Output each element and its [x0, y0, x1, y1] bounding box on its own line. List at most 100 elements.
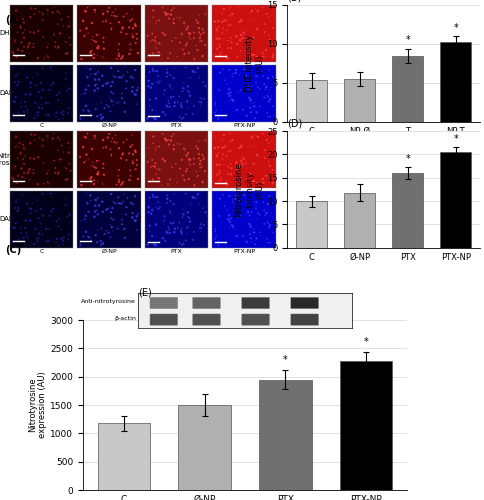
- Point: [9, 214, 16, 222]
- Point: [111, 13, 119, 21]
- Point: [95, 76, 103, 84]
- Point: [184, 158, 192, 166]
- Point: [107, 214, 115, 222]
- Point: [227, 88, 234, 96]
- Bar: [295, 201, 327, 248]
- Point: [263, 112, 271, 120]
- Point: [264, 224, 272, 232]
- Point: [87, 173, 95, 181]
- X-axis label: PTX: PTX: [170, 123, 182, 128]
- Point: [51, 38, 59, 46]
- Point: [53, 235, 60, 243]
- Point: [262, 172, 270, 180]
- Point: [55, 214, 63, 222]
- Point: [218, 144, 226, 152]
- Point: [160, 90, 167, 98]
- Point: [122, 136, 130, 143]
- Point: [118, 90, 126, 98]
- Point: [232, 32, 240, 40]
- Point: [46, 190, 54, 198]
- Point: [51, 169, 59, 177]
- Point: [144, 82, 152, 90]
- Point: [229, 98, 237, 106]
- Point: [114, 172, 122, 180]
- Point: [23, 232, 31, 240]
- Point: [84, 232, 92, 240]
- Point: [119, 52, 126, 60]
- Point: [57, 156, 65, 164]
- Point: [263, 208, 271, 216]
- Point: [115, 178, 122, 186]
- Point: [240, 65, 247, 73]
- Point: [118, 216, 126, 224]
- Point: [216, 194, 224, 202]
- Point: [32, 110, 40, 118]
- Point: [29, 199, 36, 207]
- Point: [88, 178, 95, 186]
- Point: [13, 142, 20, 150]
- Point: [39, 86, 46, 94]
- Point: [12, 132, 20, 140]
- Point: [46, 64, 54, 72]
- Point: [123, 68, 131, 76]
- Point: [246, 95, 254, 103]
- Point: [252, 198, 260, 206]
- Point: [113, 12, 121, 20]
- Point: [264, 219, 272, 227]
- Point: [115, 73, 123, 81]
- Point: [166, 206, 173, 214]
- Point: [126, 16, 134, 24]
- Point: [94, 68, 102, 76]
- Point: [86, 48, 94, 56]
- Point: [236, 86, 244, 94]
- Point: [182, 41, 190, 49]
- Point: [44, 6, 51, 14]
- Point: [252, 204, 259, 212]
- Point: [122, 156, 130, 164]
- Point: [130, 216, 138, 224]
- Point: [190, 34, 197, 42]
- Point: [265, 162, 273, 170]
- Point: [13, 52, 20, 60]
- Point: [107, 152, 115, 160]
- Point: [27, 205, 35, 213]
- Point: [115, 144, 122, 152]
- Point: [146, 102, 153, 110]
- Point: [226, 130, 233, 138]
- Point: [109, 72, 117, 80]
- Point: [226, 92, 233, 100]
- Point: [220, 202, 228, 210]
- Point: [269, 180, 276, 188]
- Point: [226, 138, 233, 145]
- Point: [31, 99, 39, 107]
- Point: [195, 137, 202, 145]
- Point: [91, 6, 98, 14]
- Point: [80, 32, 88, 40]
- Point: [194, 144, 201, 152]
- Point: [15, 115, 22, 123]
- Point: [31, 131, 39, 139]
- Point: [246, 97, 254, 105]
- Point: [9, 174, 16, 182]
- Point: [11, 52, 19, 60]
- Point: [239, 28, 247, 36]
- Point: [27, 83, 34, 91]
- Point: [269, 176, 276, 184]
- Point: [79, 106, 87, 114]
- Point: [178, 115, 185, 123]
- Point: [152, 94, 160, 102]
- Point: [109, 100, 117, 108]
- Point: [164, 180, 171, 188]
- Point: [177, 228, 184, 235]
- Point: [239, 154, 247, 162]
- Point: [29, 73, 36, 81]
- Point: [107, 150, 115, 158]
- Point: [154, 48, 162, 56]
- Point: [55, 115, 62, 123]
- Point: [198, 25, 206, 33]
- Point: [263, 109, 271, 117]
- Point: [215, 161, 223, 169]
- Point: [228, 196, 236, 204]
- Point: [147, 163, 154, 171]
- Point: [246, 44, 254, 52]
